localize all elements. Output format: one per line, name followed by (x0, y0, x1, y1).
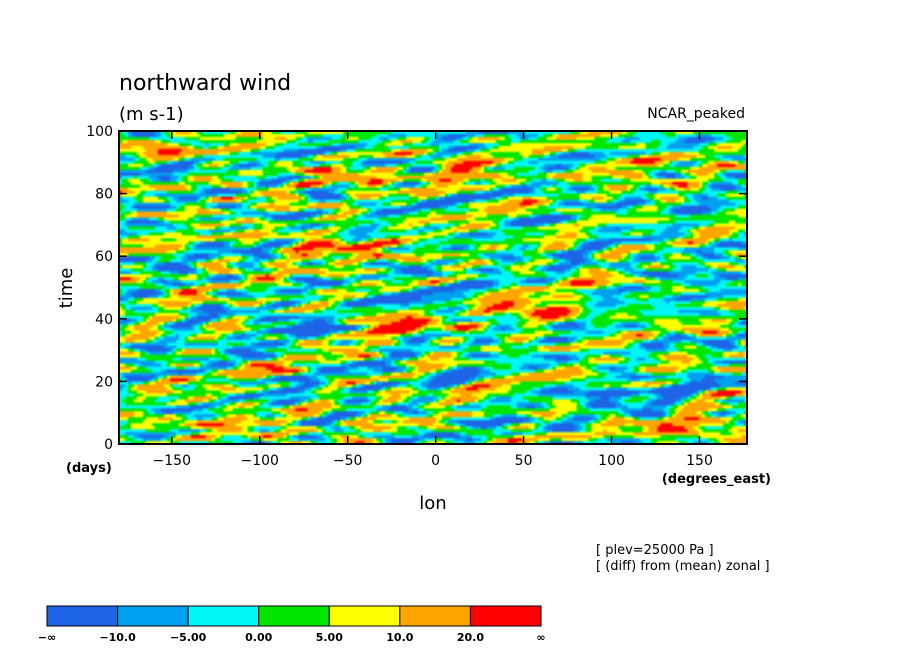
x-tick-label: 100 (598, 453, 625, 469)
y-units-label: (days) (66, 461, 112, 476)
y-tick-label: 80 (95, 187, 113, 203)
colorbar-level-label: −10.0 (99, 631, 136, 644)
plot-frame (118, 130, 748, 445)
colorbar-level-label: ∞ (536, 631, 545, 644)
colorbar: −∞ −10.0 −5.00 0.00 5.00 10.0 20.0 ∞ (38, 605, 546, 644)
colorbar-level-label: 0.00 (245, 631, 272, 644)
colorbar-level-label: −5.00 (170, 631, 207, 644)
colorbar-swatch (258, 605, 330, 627)
pressure-level-note: [ plev=25000 Pa ] (596, 543, 714, 558)
y-axis-label: time (56, 268, 77, 309)
colorbar-level-label: 20.0 (457, 631, 484, 644)
diff-from-mean-note: [ (diff) from (mean) zonal ] (596, 559, 770, 574)
x-axis: −150 −100 −50 0 50 100 150 (153, 131, 713, 469)
x-tick-label: −100 (241, 453, 279, 469)
y-axis: 0 20 40 60 80 100 (86, 124, 747, 453)
colorbar-swatch (117, 605, 189, 627)
model-label: NCAR_peaked (647, 106, 745, 122)
colorbar-swatch (187, 605, 260, 627)
y-tick-label: 20 (95, 374, 113, 390)
colorbar-swatch (469, 605, 542, 627)
x-axis-label: lon (419, 493, 446, 514)
y-tick-label: 40 (95, 312, 113, 328)
y-tick-label: 0 (104, 437, 113, 453)
x-tick-label: 0 (431, 453, 440, 469)
x-tick-label: 150 (686, 453, 713, 469)
colorbar-level-label: −∞ (38, 631, 56, 644)
colorbar-swatch (328, 605, 401, 627)
x-units-label: (degrees_east) (662, 472, 771, 487)
wind-field-heatmap (119, 131, 747, 444)
colorbar-level-label: 5.00 (316, 631, 343, 644)
colorbar-level-label: 10.0 (386, 631, 413, 644)
x-tick-label: −150 (153, 453, 191, 469)
y-tick-label: 100 (86, 124, 113, 140)
chart-title: northward wind (119, 71, 291, 96)
colorbar-swatch (46, 605, 119, 627)
y-tick-label: 60 (95, 249, 113, 265)
colorbar-swatch (399, 605, 471, 627)
x-tick-label: 50 (515, 453, 533, 469)
x-tick-label: −50 (333, 453, 363, 469)
chart-subtitle: (m s-1) (119, 104, 184, 125)
